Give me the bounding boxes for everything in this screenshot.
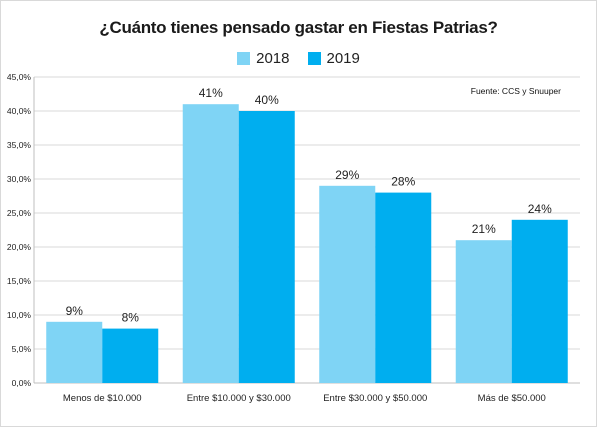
data-label: 8% — [122, 311, 140, 325]
data-label: 9% — [66, 304, 84, 318]
x-category-label: Entre $10.000 y $30.000 — [187, 393, 291, 404]
x-category-label: Más de $50.000 — [478, 393, 546, 404]
bar-2018 — [182, 104, 239, 383]
bar-2018 — [319, 185, 376, 383]
y-tick-label: 15,0% — [7, 276, 32, 286]
y-tick-label: 0,0% — [12, 378, 32, 388]
y-tick-label: 20,0% — [7, 242, 32, 252]
data-label: 29% — [335, 168, 359, 182]
data-label: 24% — [528, 202, 552, 216]
bar-2019 — [511, 219, 568, 383]
legend-item-2018: 2018 — [237, 50, 290, 67]
bar-2018 — [455, 240, 512, 383]
data-label: 40% — [255, 93, 279, 107]
y-tick-label: 45,0% — [7, 72, 32, 82]
legend-item-2019: 2019 — [307, 50, 360, 67]
chart-title: ¿Cuánto tienes pensado gastar en Fiestas… — [99, 18, 498, 37]
bar-2019 — [102, 328, 159, 383]
data-label: 28% — [391, 175, 415, 189]
source-note: Fuente: CCS y Snuuper — [470, 86, 561, 96]
legend-label-2019: 2019 — [326, 50, 360, 67]
x-category-label: Menos de $10.000 — [63, 393, 142, 404]
data-label: 21% — [472, 222, 496, 236]
y-tick-label: 35,0% — [7, 140, 32, 150]
legend-swatch-2019 — [307, 52, 321, 65]
bar-2018 — [46, 321, 103, 383]
y-tick-label: 40,0% — [7, 106, 32, 116]
bar-2019 — [375, 192, 432, 383]
bar-2019 — [238, 111, 295, 383]
y-tick-label: 5,0% — [12, 344, 32, 354]
legend-swatch-2018 — [237, 52, 251, 65]
legend: 2018 2019 — [0, 50, 597, 67]
y-tick-label: 10,0% — [7, 310, 32, 320]
y-tick-label: 25,0% — [7, 208, 32, 218]
x-category-label: Entre $30.000 y $50.000 — [323, 393, 427, 404]
data-label: 41% — [199, 86, 223, 100]
legend-label-2018: 2018 — [256, 50, 290, 67]
y-tick-label: 30,0% — [7, 174, 32, 184]
